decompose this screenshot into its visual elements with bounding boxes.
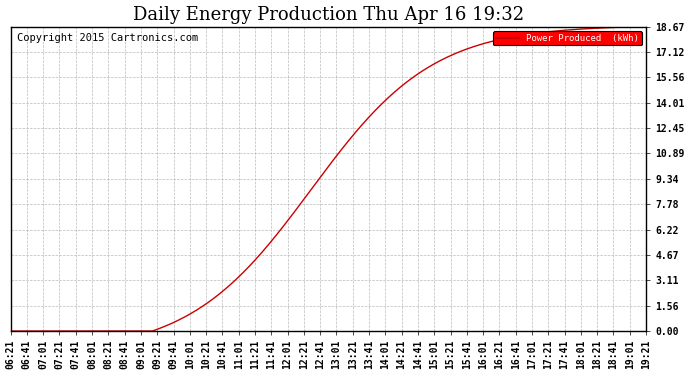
Legend: Power Produced  (kWh): Power Produced (kWh) (493, 31, 642, 45)
Text: Copyright 2015 Cartronics.com: Copyright 2015 Cartronics.com (17, 33, 198, 43)
Title: Daily Energy Production Thu Apr 16 19:32: Daily Energy Production Thu Apr 16 19:32 (132, 6, 524, 24)
